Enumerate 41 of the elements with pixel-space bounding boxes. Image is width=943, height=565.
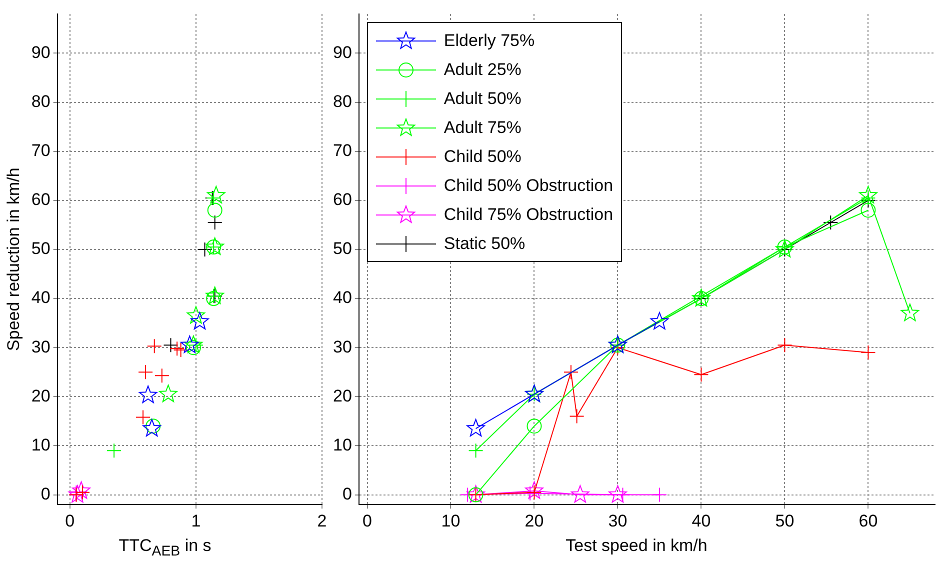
legend-label: Elderly 75% <box>444 30 535 50</box>
y-tick-label: 0 <box>342 484 352 504</box>
y-tick-label: 60 <box>31 190 50 210</box>
y-tick-label: 30 <box>31 337 50 356</box>
y-tick-label: 50 <box>31 239 50 258</box>
y-tick-label: 50 <box>332 239 352 258</box>
y-tick-label: 80 <box>31 92 50 111</box>
x-axis-title: TTC$_{AEB}$ in s <box>118 536 212 560</box>
y-tick-label: 20 <box>31 386 50 406</box>
legend-label: Adult 75% <box>444 118 522 138</box>
y-tick-label: 90 <box>332 42 352 62</box>
y-axis-title: Speed reduction in km/h <box>4 168 23 351</box>
x-tick-label: 40 <box>692 511 711 530</box>
legend-label: Static 50% <box>444 234 526 254</box>
y-tick-label: 40 <box>332 288 352 308</box>
y-tick-label: 40 <box>31 288 50 308</box>
legend-label: Child 75% Obstruction <box>444 204 614 224</box>
y-tick-label: 20 <box>332 386 352 406</box>
y-tick-label: 60 <box>332 190 352 210</box>
x-tick-label: 0 <box>362 511 372 530</box>
y-tick-label: 90 <box>31 42 50 62</box>
x-tick-label: 1 <box>191 511 201 530</box>
y-tick-label: 80 <box>332 92 352 111</box>
x-tick-label: 20 <box>524 511 544 530</box>
y-tick-label: 30 <box>332 337 352 356</box>
y-tick-label: 70 <box>332 141 352 160</box>
x-tick-label: 60 <box>858 511 878 530</box>
x-axis-title: Test speed in km/h <box>564 536 708 556</box>
x-tick-label: 10 <box>441 511 460 530</box>
legend-label: Adult 50% <box>444 88 522 108</box>
y-tick-label: 70 <box>31 141 50 160</box>
x-tick-label: 2 <box>317 511 327 530</box>
x-tick-label: 30 <box>608 511 628 530</box>
legend-label: Adult 25% <box>444 60 522 80</box>
x-tick-label: 50 <box>775 511 794 530</box>
x-tick-label: 0 <box>65 511 75 530</box>
y-tick-label: 10 <box>31 435 50 454</box>
y-tick-label: 0 <box>40 484 50 504</box>
y-tick-label: 10 <box>332 435 352 454</box>
legend-label: Child 50% <box>444 146 522 166</box>
legend-label: Child 50% Obstruction <box>444 176 614 196</box>
